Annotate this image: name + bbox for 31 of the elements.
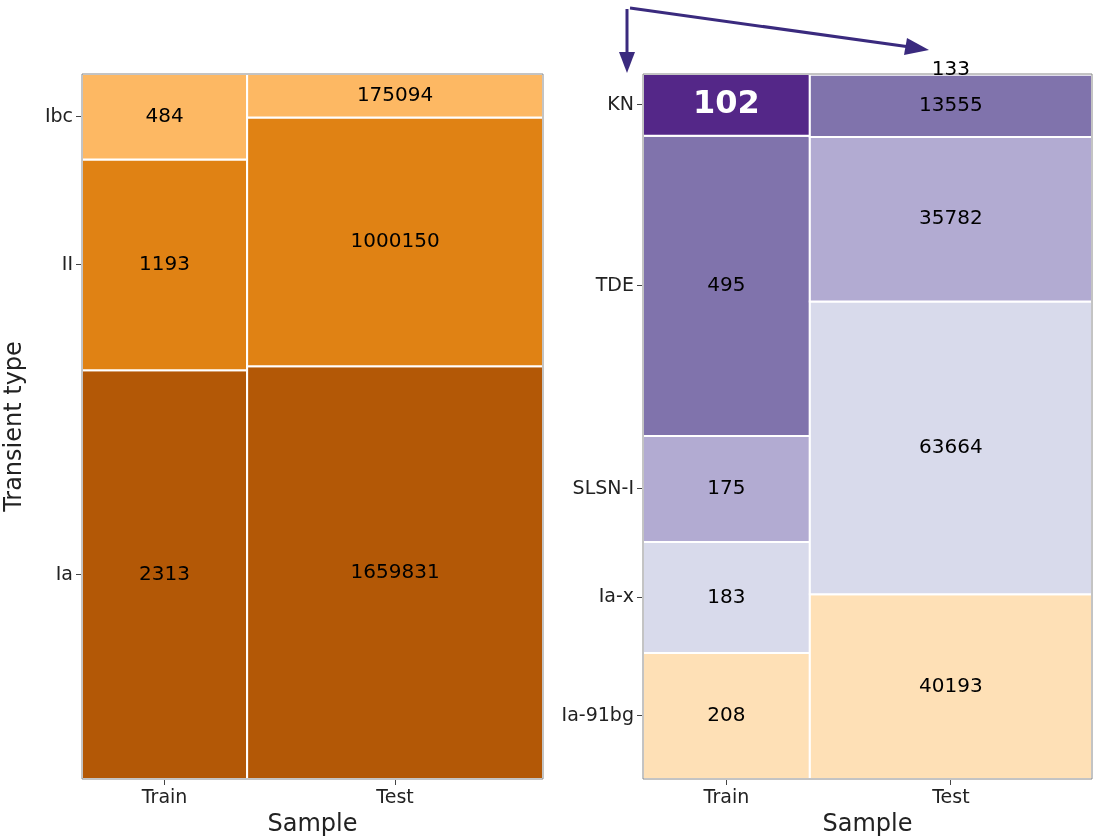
category-label: Train: [140, 785, 188, 808]
data-label: 133: [931, 56, 970, 81]
data-label: 484: [145, 102, 184, 127]
data-label: 208: [707, 702, 746, 727]
text: Transient type: [0, 341, 27, 513]
series-label: KN: [607, 91, 634, 114]
series-label: TDE: [594, 272, 634, 295]
data-label: 183: [707, 583, 746, 608]
data-label: 175094: [356, 81, 434, 106]
category-label: Test: [375, 785, 414, 808]
data-label: 63664: [919, 434, 983, 459]
series-label: Ia-x: [598, 584, 634, 607]
data-label: 13555: [919, 91, 983, 116]
data-label: 1193: [139, 251, 191, 276]
data-label: 495: [707, 272, 746, 297]
data-label: 102: [693, 83, 760, 122]
series-label: Ia: [55, 561, 73, 584]
data-label: 35782: [919, 205, 983, 230]
text: Sample: [267, 808, 358, 837]
category-label: Test: [931, 785, 970, 808]
data-label: 1659831: [350, 558, 440, 583]
series-label: Ia-91bg: [561, 702, 634, 725]
series-label: SLSN-I: [572, 475, 634, 498]
series-label: Ibc: [44, 103, 73, 126]
data-label: 40193: [919, 672, 983, 697]
series-label: II: [61, 251, 73, 274]
category-label: Train: [702, 785, 750, 808]
data-label: 1000150: [350, 228, 440, 253]
text: Sample: [822, 808, 913, 837]
data-label: 2313: [139, 560, 191, 585]
data-label: 175: [707, 475, 746, 500]
